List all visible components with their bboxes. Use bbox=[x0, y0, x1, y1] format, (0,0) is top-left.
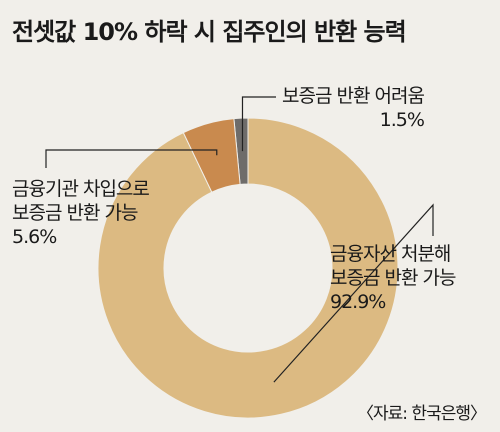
label-line: 보증금 반환 어려움 bbox=[282, 85, 425, 107]
label-line: 보증금 반환 가능 bbox=[330, 267, 456, 289]
leader-line bbox=[273, 203, 434, 383]
label-hard-to-return: 보증금 반환 어려움 1.5% bbox=[282, 84, 425, 132]
source-note: 〈자료: 한국은행〉 bbox=[357, 404, 487, 424]
label-line: 보증금 반환 가능 bbox=[12, 202, 138, 224]
leader-line bbox=[241, 96, 276, 152]
label-line: 금융자산 처분해 bbox=[330, 243, 451, 265]
label-line: 금융기관 차입으로 bbox=[12, 178, 150, 200]
label-bank-loan: 금융기관 차입으로 보증금 반환 가능 5.6% bbox=[12, 177, 150, 249]
label-asset-sale: 금융자산 처분해 보증금 반환 가능 92.9% bbox=[330, 242, 456, 314]
chart-title: 전셋값 10% 하락 시 집주인의 반환 능력 bbox=[12, 18, 407, 46]
donut-slice bbox=[97, 117, 399, 419]
value-label: 5.6% bbox=[12, 226, 57, 248]
value-label: 92.9% bbox=[330, 291, 386, 313]
value-label: 1.5% bbox=[379, 109, 425, 131]
leader-line bbox=[45, 149, 218, 168]
